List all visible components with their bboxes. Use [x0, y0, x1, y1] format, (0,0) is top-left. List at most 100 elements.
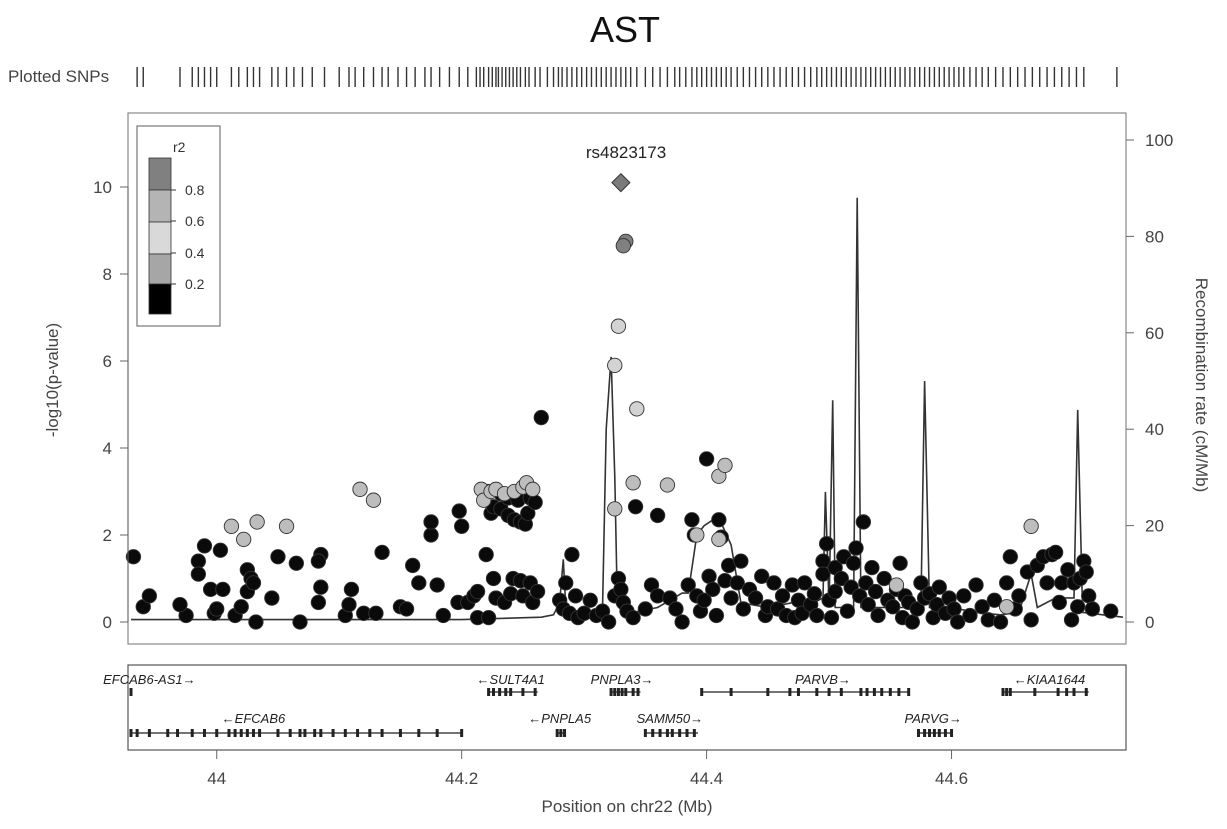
snp-point	[423, 527, 439, 543]
snp-point	[698, 451, 715, 467]
gene-label: SAMM50→	[637, 711, 703, 726]
gene-exon	[460, 729, 464, 737]
gene-exon	[827, 688, 831, 696]
gene-exon	[227, 729, 231, 737]
gene-exon	[251, 729, 255, 737]
snp-point	[659, 477, 676, 493]
snp-point	[909, 601, 925, 617]
gene-exon	[907, 688, 911, 696]
legend-label: 0.2	[185, 276, 205, 292]
snp-point	[696, 592, 712, 608]
gene-exon	[880, 688, 884, 696]
snp-point	[892, 555, 908, 571]
snp-point	[962, 607, 978, 624]
gene-exon	[288, 729, 292, 737]
snp-point	[885, 599, 901, 615]
snp-point	[733, 553, 749, 569]
gene-exon	[796, 688, 800, 696]
snp-point	[567, 588, 584, 604]
snp-point	[533, 409, 549, 426]
gene-exon	[1001, 688, 1005, 696]
gene-exon	[815, 688, 819, 696]
snp-point	[270, 549, 286, 565]
legend-swatch	[148, 189, 172, 223]
snp-point	[833, 570, 849, 587]
snp-point	[313, 579, 329, 595]
gene-exon	[398, 729, 402, 737]
gene-exon	[616, 688, 620, 696]
gene-exon	[509, 688, 513, 696]
snp-point	[809, 607, 825, 624]
gene-exon	[788, 688, 792, 696]
genes-panel-frame	[127, 664, 1127, 751]
snp-point	[564, 546, 580, 563]
snp-point	[815, 566, 831, 582]
snp-point	[525, 481, 541, 497]
gene-exon	[487, 688, 491, 696]
snp-point	[411, 575, 427, 591]
gene-exon	[923, 729, 927, 737]
gene-exon	[859, 688, 863, 696]
snp-point	[236, 531, 252, 547]
gene-exon	[766, 688, 770, 696]
snp-point	[674, 614, 690, 630]
snp-point	[708, 607, 725, 624]
snp-point	[956, 588, 972, 604]
y-right-tick-label: 100	[1145, 131, 1173, 150]
snp-point	[374, 544, 390, 561]
gene-exon	[559, 729, 563, 737]
snp-point	[469, 583, 486, 600]
snp-point	[480, 610, 497, 626]
gene-exon	[665, 729, 669, 737]
snp-point	[867, 583, 884, 600]
snp-point	[870, 607, 886, 624]
snp-point	[310, 594, 327, 611]
snp-point	[1002, 549, 1018, 565]
snp-point	[1023, 518, 1039, 534]
y-axis-label: -log10(p-value)	[43, 323, 62, 437]
lead-snp-marker	[611, 172, 631, 193]
gene-exon	[176, 729, 180, 737]
snp-point	[172, 596, 188, 613]
gene-exon	[839, 688, 843, 696]
gene-exon	[865, 688, 869, 696]
snp-point	[1081, 588, 1097, 604]
snp-point	[209, 601, 225, 617]
snp-point	[913, 575, 929, 591]
gene-exon	[950, 729, 954, 737]
snp-point	[582, 592, 598, 608]
gene-exon	[685, 729, 689, 737]
snp-point	[1047, 544, 1064, 561]
snp-point	[1084, 601, 1101, 617]
snp-point	[249, 514, 265, 530]
snp-point	[1103, 603, 1119, 619]
snp-point	[478, 546, 494, 563]
y-axis-right-label: Recombination rate (cM/Mb)	[1192, 278, 1211, 492]
snp-point	[190, 566, 207, 582]
snp-point	[529, 583, 546, 600]
gene-exon	[202, 729, 206, 737]
gene-exon	[492, 688, 496, 696]
gene-exon	[313, 729, 317, 737]
gene-exon	[636, 688, 640, 696]
gene-exon	[276, 729, 280, 737]
snp-point	[233, 599, 249, 615]
gene-exon	[620, 688, 624, 696]
x-tick-label: 44.6	[935, 769, 968, 788]
snp-point	[818, 536, 835, 552]
snp-point	[600, 614, 617, 630]
legend-swatch	[148, 283, 172, 315]
gene-exon	[651, 729, 655, 737]
gene-exon	[700, 688, 704, 696]
gene-exon	[417, 729, 421, 737]
gene-exon	[380, 729, 384, 737]
snp-point	[625, 475, 641, 491]
gene-exon	[258, 729, 262, 737]
snp-point	[278, 518, 295, 534]
plotted-snps-rug	[136, 67, 1118, 87]
snp-point	[729, 575, 745, 591]
snp-point	[766, 575, 782, 591]
snp-point	[352, 481, 368, 497]
snp-point	[931, 579, 947, 595]
